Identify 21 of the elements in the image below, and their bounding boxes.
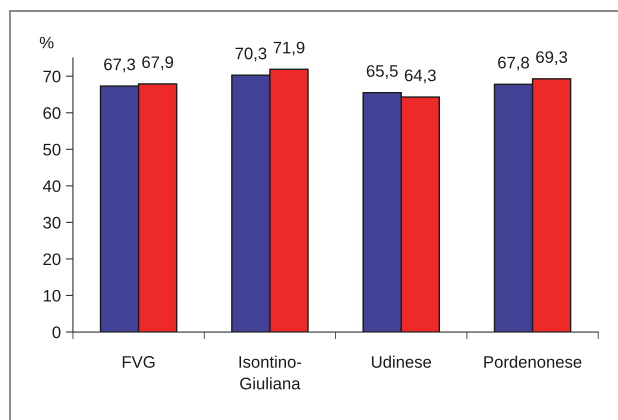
x-tick-label: Isontino- Giuliana xyxy=(239,356,302,390)
y-tick-label: 50 xyxy=(43,144,60,156)
y-tick-label: 40 xyxy=(42,180,60,192)
data-label: 70,3 xyxy=(236,48,266,62)
y-tick-label: 30 xyxy=(43,216,60,229)
x-tick-label: FVG xyxy=(122,356,154,368)
data-label: 69,3 xyxy=(536,51,568,65)
y-tick-label: 60 xyxy=(43,107,60,119)
data-label: 67,3 xyxy=(104,58,136,72)
data-label: 64,3 xyxy=(404,69,436,84)
y-tick-label: 20 xyxy=(43,253,60,266)
x-tick-label: Udinese xyxy=(372,356,432,368)
data-label: 71,9 xyxy=(274,42,304,56)
x-tick-label: Pordenonese xyxy=(484,356,582,368)
y-tick-label: 70 xyxy=(43,70,60,82)
data-label: 65,5 xyxy=(366,65,398,79)
data-label: 67,8 xyxy=(498,56,530,70)
data-label: 67,9 xyxy=(142,56,174,70)
y-axis-title: % xyxy=(40,36,54,48)
y-tick-label: 10 xyxy=(44,290,60,302)
y-tick-label: 0 xyxy=(52,326,60,338)
